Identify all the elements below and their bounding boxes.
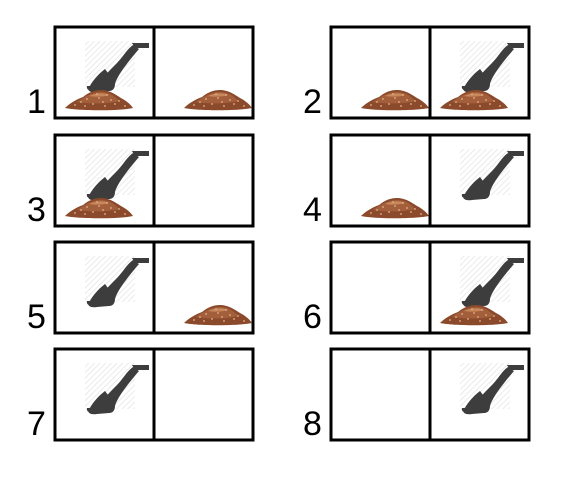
left-room-cell <box>329 133 432 228</box>
left-room-cell <box>53 240 156 335</box>
state-panel: 4 <box>303 133 531 229</box>
state-number-label: 5 <box>27 298 46 336</box>
state-number-label: 4 <box>303 191 322 229</box>
left-room-cell <box>53 25 156 120</box>
dirt-pile-icon <box>184 90 252 111</box>
shovel-icon <box>85 363 149 415</box>
state-panel: 2 <box>303 25 531 121</box>
right-room-cell <box>428 133 531 228</box>
dirt-pile-icon <box>440 305 508 326</box>
state-panel: 7 <box>27 347 255 443</box>
right-room-cell <box>152 133 255 228</box>
dirt-pile-icon <box>65 198 133 219</box>
left-room-cell <box>329 347 432 442</box>
state-number-label: 8 <box>303 405 322 443</box>
state-panel: 8 <box>303 347 531 443</box>
right-room-cell <box>152 240 255 335</box>
right-room-cell <box>152 347 255 442</box>
dirt-pile-icon <box>361 90 429 111</box>
panels-layer: 1 2 3 4 5 6 7 8 <box>27 25 531 443</box>
right-room-cell <box>152 25 255 120</box>
shovel-icon <box>85 256 149 308</box>
state-number-label: 7 <box>27 405 46 443</box>
dirt-pile-icon <box>440 90 508 111</box>
left-room-cell <box>53 133 156 228</box>
shovel-icon <box>460 256 524 308</box>
shovel-icon <box>85 41 149 93</box>
left-room-cell <box>53 347 156 442</box>
state-number-label: 2 <box>303 83 322 121</box>
right-room-cell <box>428 240 531 335</box>
dirt-pile-icon <box>184 305 252 326</box>
left-room-cell <box>329 25 432 120</box>
state-panel: 3 <box>27 133 255 229</box>
state-number-label: 6 <box>303 298 322 336</box>
right-room-cell <box>428 25 531 120</box>
right-room-cell <box>428 347 531 442</box>
left-room-cell <box>329 240 432 335</box>
shovel-icon <box>460 363 524 415</box>
shovel-icon <box>85 149 149 201</box>
dirt-pile-icon <box>65 90 133 111</box>
state-number-label: 3 <box>27 191 46 229</box>
state-panel: 6 <box>303 240 531 336</box>
shovel-icon <box>460 149 524 201</box>
state-panel: 5 <box>27 240 255 336</box>
dirt-pile-icon <box>361 198 429 219</box>
shovel-icon <box>460 41 524 93</box>
state-number-label: 1 <box>27 83 46 121</box>
state-panel: 1 <box>27 25 255 121</box>
